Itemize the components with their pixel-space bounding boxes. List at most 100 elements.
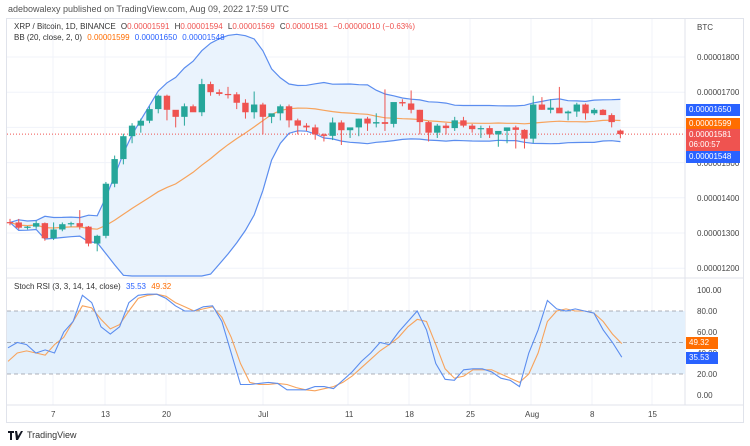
- candle: [338, 120, 345, 145]
- candle: [198, 78, 206, 117]
- candle: [303, 123, 310, 131]
- bb-lower-tag: 0.00001548: [686, 151, 740, 163]
- price-tick: 0.00001700: [697, 88, 740, 97]
- symbol-name: XRP / Bitcoin, 1D, BINANCE: [14, 22, 116, 31]
- price-tick: 0.00001800: [697, 53, 740, 62]
- bb-basis-line: [9, 107, 621, 230]
- candle: [373, 113, 380, 128]
- candle: [591, 108, 598, 116]
- candle: [15, 218, 22, 230]
- candle: [59, 222, 66, 232]
- candle: [425, 121, 432, 142]
- candle: [521, 129, 528, 149]
- candle: [155, 94, 162, 114]
- candle: [277, 104, 284, 121]
- candle: [102, 181, 110, 239]
- candle: [538, 97, 546, 110]
- ohlc-values: O0.00001591 H0.00001594 L0.00001569 C0.0…: [120, 22, 415, 31]
- candle: [76, 210, 83, 230]
- candle: [67, 221, 75, 227]
- candle: [556, 86, 563, 114]
- time-tick: 11: [345, 410, 354, 419]
- candle: [172, 109, 179, 128]
- candle: [477, 125, 485, 138]
- rsi-tick: 80.00: [697, 307, 718, 316]
- candle: [181, 103, 188, 126]
- candle: [216, 89, 223, 96]
- candle: [50, 222, 57, 241]
- time-tick: 8: [590, 410, 595, 419]
- last-price-tag: 0.00001581 06:00:57: [686, 129, 740, 151]
- time-tick: Jul: [258, 410, 269, 419]
- candle: [128, 123, 136, 144]
- candle: [355, 118, 362, 137]
- candle: [451, 116, 458, 131]
- rsi-label: Stoch RSI (3, 3, 14, 14, close): [14, 282, 121, 291]
- bb-label: BB (20, close, 2, 0): [14, 33, 83, 42]
- brand-name: TradingView: [27, 430, 77, 440]
- bb-legend[interactable]: BB (20, close, 2, 0) 0.00001599 0.000016…: [14, 33, 228, 42]
- candle: [242, 99, 249, 119]
- candle: [146, 106, 153, 124]
- rsi-legend[interactable]: Stoch RSI (3, 3, 14, 14, close) 35.53 49…: [14, 282, 174, 291]
- time-tick: 25: [466, 410, 475, 419]
- candle: [94, 234, 101, 252]
- bb-upper-value: 0.00001650: [134, 33, 178, 42]
- candle: [189, 104, 197, 113]
- bb-fill: [10, 34, 621, 276]
- price-tick: 0.00001200: [697, 264, 740, 273]
- bb-lower-line: [9, 130, 621, 277]
- last-price: 0.00001581: [689, 130, 732, 139]
- tradingview-branding[interactable]: TradingView: [8, 430, 77, 440]
- rsi-d-value: 49.32: [151, 282, 172, 291]
- candle: [285, 104, 293, 128]
- candle: [224, 86, 232, 99]
- candle: [599, 109, 607, 116]
- candle: [547, 99, 554, 114]
- time-tick: 20: [162, 410, 171, 419]
- time-tick: 13: [101, 410, 110, 419]
- candle: [503, 127, 511, 144]
- candle: [259, 102, 267, 135]
- candle: [381, 89, 389, 131]
- candle: [120, 133, 127, 165]
- candle: [442, 123, 450, 135]
- candle: [294, 118, 301, 135]
- candle: [233, 92, 240, 110]
- bb-basis-tag: 0.00001599: [686, 118, 740, 130]
- candle: [85, 225, 92, 247]
- candle: [250, 91, 258, 119]
- candle: [6, 218, 14, 226]
- time-tick: 15: [648, 410, 657, 419]
- candle: [41, 222, 49, 241]
- price-tick: 0.00001500: [697, 159, 740, 168]
- rsi-tick: 0.00: [697, 391, 713, 400]
- candle: [416, 109, 424, 135]
- price-tick: 0.00001400: [697, 194, 740, 203]
- candle: [512, 125, 519, 149]
- candle: [24, 225, 31, 230]
- bb-upper-tag: 0.00001650: [686, 104, 740, 116]
- symbol-legend: XRP / Bitcoin, 1D, BINANCE O0.00001591 H…: [14, 22, 421, 31]
- candle: [468, 123, 476, 133]
- candle: [320, 133, 328, 142]
- candle: [32, 220, 40, 229]
- publisher-line: adebowalexy published on TradingView.com…: [8, 4, 290, 14]
- candle: [399, 99, 406, 107]
- rsi-k-value: 35.53: [125, 282, 146, 291]
- rsi-d-tag: 49.32: [686, 337, 718, 349]
- rsi-tick: 100.00: [697, 286, 722, 295]
- bb-lower-value: 0.00001548: [182, 33, 225, 42]
- candle: [530, 95, 537, 143]
- rsi-k-tag: 35.53: [686, 352, 718, 364]
- chart-frame: [6, 18, 744, 423]
- candle: [346, 127, 354, 138]
- candle: [137, 118, 144, 133]
- time-tick: 7: [51, 410, 56, 419]
- candle: [390, 102, 397, 128]
- candle: [486, 125, 493, 138]
- currency-label: BTC: [697, 23, 713, 32]
- candle: [268, 113, 275, 124]
- candle: [312, 124, 319, 140]
